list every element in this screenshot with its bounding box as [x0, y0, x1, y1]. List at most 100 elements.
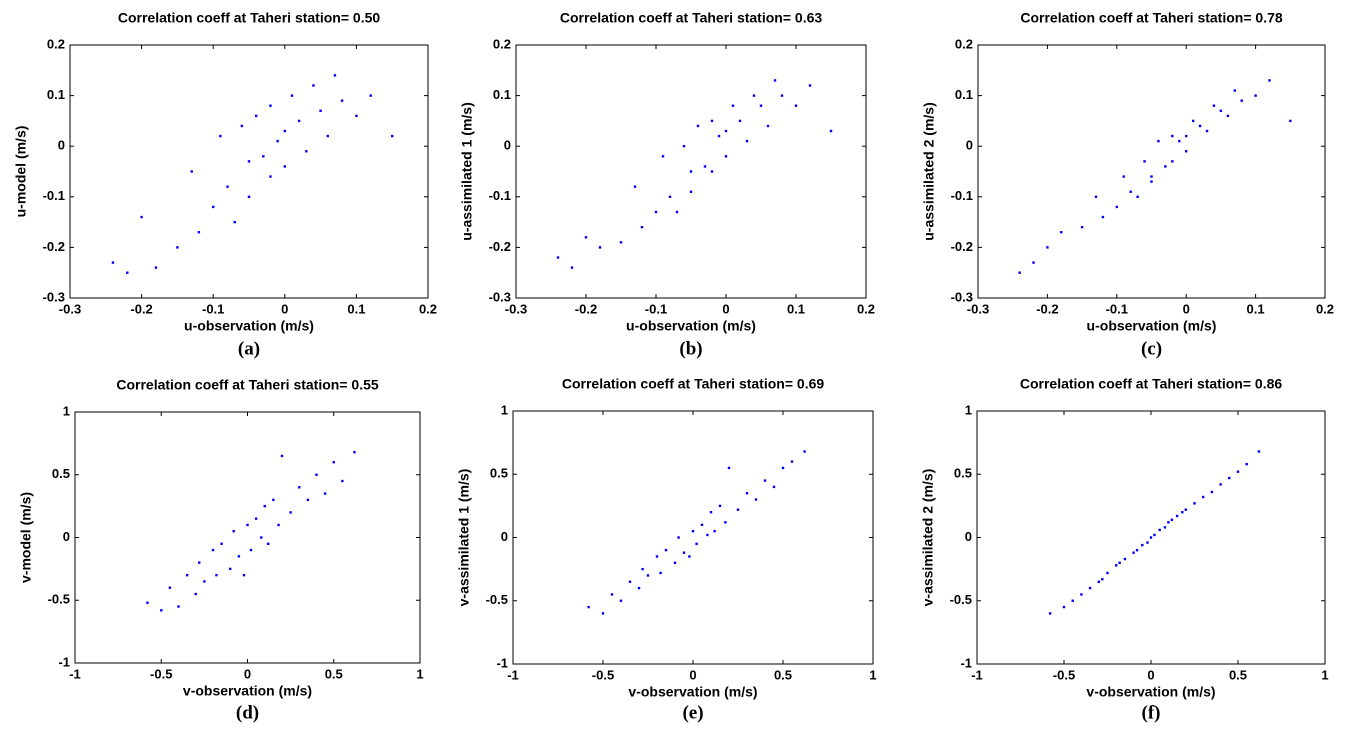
- point: [232, 530, 235, 533]
- point: [194, 592, 197, 596]
- point: [1228, 476, 1231, 480]
- y-tick-label: 0: [965, 529, 972, 544]
- y-tick-label: -0.2: [489, 239, 511, 254]
- x-tick-label: -0.3: [967, 301, 989, 316]
- point: [1080, 225, 1084, 229]
- point: [315, 473, 318, 476]
- x-tick-label: -0.1: [645, 301, 667, 316]
- point: [1060, 231, 1063, 234]
- y-tick-label: 0.5: [954, 466, 972, 481]
- panel: -0.3 -0.2 -0.1 0 0.1 0.2 -0.3 -0.2 -0.1 0 0.1 0.2 Co…: [921, 10, 1334, 360]
- point: [1122, 175, 1125, 178]
- x-tick-label: 0.1: [787, 301, 805, 316]
- x-tick-label: 1: [416, 666, 423, 681]
- point: [709, 511, 713, 514]
- point: [168, 586, 172, 589]
- point: [619, 599, 623, 602]
- point: [641, 567, 644, 571]
- point: [772, 485, 776, 489]
- x-tick-label: -1: [69, 666, 81, 681]
- point: [1158, 528, 1161, 532]
- y-tick-label: 0.2: [493, 36, 511, 51]
- panel: -0.3 -0.2 -0.1 0 0.1 0.2 -0.3 -0.2 -0.1 0 0.1 0.2 Co…: [459, 10, 875, 360]
- panel: -1 -0.5 0 0.5 1 -1 -0.5 0 0.5 1 Correlation coeff …: [18, 377, 424, 724]
- point: [1018, 271, 1021, 274]
- point: [584, 236, 588, 239]
- point: [610, 593, 614, 596]
- plot-area: [74, 411, 421, 664]
- y-tick-label: 0.2: [955, 36, 973, 51]
- point: [688, 555, 691, 558]
- point: [298, 486, 301, 489]
- point: [353, 450, 356, 454]
- plot-area: [977, 44, 1326, 299]
- point: [1254, 94, 1257, 97]
- point: [1167, 521, 1170, 524]
- x-tick-label: -0.5: [1053, 667, 1075, 682]
- y-tick-label: 1: [63, 403, 70, 418]
- x-axis-label: v-observation (m/s): [1086, 684, 1215, 700]
- point: [673, 561, 677, 564]
- point: [601, 612, 605, 615]
- point: [323, 492, 327, 495]
- point: [659, 571, 662, 575]
- panel: -1 -0.5 0 0.5 1 -1 -0.5 0 0.5 1 Correlation coeff …: [920, 376, 1329, 724]
- point: [160, 609, 163, 612]
- point: [598, 246, 602, 249]
- point: [240, 124, 244, 128]
- y-tick-label: -0.1: [43, 188, 65, 203]
- point: [1129, 190, 1132, 193]
- point: [759, 104, 763, 107]
- point: [731, 104, 735, 107]
- point: [280, 454, 284, 458]
- point: [829, 129, 833, 133]
- point: [1205, 129, 1209, 133]
- point: [1132, 551, 1135, 554]
- x-tick-label: 0.2: [1316, 301, 1334, 316]
- point: [745, 139, 749, 143]
- y-tick-label: -0.5: [48, 592, 70, 607]
- point: [177, 605, 180, 608]
- point: [247, 195, 251, 198]
- y-axis-label: v-model (m/s): [18, 492, 34, 583]
- point: [1094, 195, 1098, 198]
- x-tick-label: -1: [971, 667, 983, 682]
- point: [752, 94, 756, 97]
- plot-area: [512, 410, 874, 665]
- panel-caption: (c): [1141, 338, 1162, 359]
- point: [1212, 104, 1216, 107]
- point: [146, 601, 149, 604]
- point: [355, 114, 358, 118]
- point: [269, 175, 272, 178]
- point: [140, 215, 143, 219]
- point: [1185, 134, 1188, 138]
- plot-area: [69, 44, 429, 299]
- point: [696, 124, 700, 128]
- point: [1171, 134, 1174, 138]
- point: [1226, 114, 1230, 118]
- point: [215, 573, 218, 577]
- point: [246, 523, 249, 527]
- point: [1097, 580, 1100, 583]
- point: [290, 94, 294, 97]
- y-tick-label: -0.1: [489, 188, 511, 203]
- x-tick-label: -0.5: [592, 667, 614, 682]
- y-tick-label: -0.3: [951, 289, 973, 304]
- x-axis-label: v-observation (m/s): [183, 683, 312, 699]
- point: [226, 185, 229, 188]
- point: [682, 145, 686, 148]
- point: [283, 129, 286, 133]
- y-tick-label: 0.2: [47, 36, 65, 51]
- x-tick-label: 0: [244, 666, 251, 681]
- point: [1048, 612, 1052, 615]
- point: [1233, 89, 1236, 92]
- point: [736, 508, 740, 511]
- point: [269, 104, 272, 107]
- point: [766, 124, 770, 128]
- point: [633, 185, 637, 188]
- y-tick-label: 0.1: [955, 87, 973, 102]
- x-tick-label: 0.2: [857, 301, 875, 316]
- point: [738, 119, 742, 123]
- point: [272, 498, 275, 502]
- point: [717, 134, 721, 138]
